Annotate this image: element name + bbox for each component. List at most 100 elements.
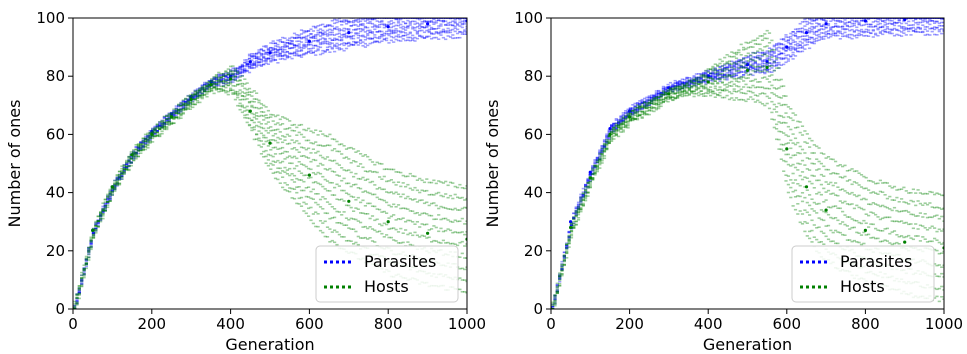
data-point	[250, 59, 254, 62]
data-point	[730, 75, 734, 78]
data-point	[186, 99, 190, 101]
data-point	[89, 240, 93, 243]
data-point	[654, 96, 658, 98]
data-point	[155, 126, 159, 128]
data-point	[143, 137, 148, 140]
data-point	[148, 132, 152, 135]
data-point	[200, 92, 204, 95]
data-point	[690, 79, 694, 81]
data-point	[117, 182, 122, 185]
data-point	[229, 83, 233, 85]
data-point	[96, 220, 100, 222]
data-point	[210, 82, 214, 85]
data-point	[198, 95, 202, 97]
data-point	[841, 21, 845, 23]
data-point	[420, 18, 424, 20]
data-point	[756, 54, 760, 57]
data-point	[342, 49, 346, 52]
data-point	[605, 135, 609, 137]
data-point	[179, 110, 183, 113]
data-point	[106, 194, 110, 197]
data-point	[212, 83, 216, 85]
data-point	[683, 78, 687, 81]
data-point	[160, 121, 164, 124]
data-point	[207, 84, 211, 86]
data-point	[80, 276, 84, 279]
data-point	[933, 26, 937, 28]
data-point	[619, 119, 623, 122]
data-point	[143, 138, 148, 140]
data-point	[84, 257, 88, 259]
data-point	[753, 71, 757, 74]
data-point	[356, 25, 360, 28]
data-point	[760, 64, 765, 67]
data-point	[77, 294, 81, 296]
data-point	[167, 123, 171, 125]
data-point	[808, 22, 812, 24]
data-point	[408, 36, 412, 39]
data-point	[817, 23, 821, 26]
data-point	[463, 223, 467, 225]
data-point	[711, 72, 715, 75]
data-point	[148, 138, 152, 140]
data-point	[221, 80, 226, 82]
data-point	[184, 103, 188, 105]
data-point	[765, 58, 769, 61]
data-point	[99, 211, 103, 214]
data-point	[198, 90, 202, 93]
data-point	[829, 20, 833, 22]
data-point	[231, 89, 235, 91]
data-point	[103, 207, 107, 210]
data-point	[434, 28, 438, 30]
data-point	[925, 33, 930, 36]
data-point	[155, 130, 159, 132]
data-point	[262, 63, 266, 66]
data-point	[404, 22, 408, 25]
data-point	[77, 291, 81, 293]
data-point	[127, 160, 131, 162]
data-point	[342, 169, 346, 171]
data-point	[321, 41, 325, 43]
data-point	[614, 125, 618, 127]
data-point	[188, 96, 192, 99]
data-point	[347, 35, 351, 38]
data-point	[713, 77, 717, 79]
data-point	[925, 18, 930, 20]
data-point	[385, 33, 389, 35]
data-point	[857, 34, 861, 37]
data-point	[356, 28, 360, 30]
data-point	[805, 41, 809, 43]
data-point	[184, 98, 188, 100]
data-point	[791, 39, 795, 41]
data-point	[347, 29, 351, 31]
data-point	[240, 104, 244, 107]
data-point	[217, 81, 221, 83]
data-point	[737, 60, 741, 62]
data-point	[193, 93, 197, 96]
data-point	[245, 62, 249, 65]
data-point	[122, 168, 126, 171]
data-point	[273, 129, 278, 131]
data-point	[271, 146, 275, 149]
data-point	[928, 27, 932, 30]
data-point	[172, 112, 176, 114]
data-point	[406, 219, 410, 222]
data-point	[177, 104, 181, 107]
data-point	[148, 130, 152, 132]
data-point	[113, 188, 117, 191]
data-point	[273, 54, 278, 56]
data-point	[558, 273, 562, 275]
data-point	[380, 211, 384, 213]
data-point	[266, 54, 270, 56]
data-point	[680, 85, 684, 88]
data-point	[207, 85, 211, 88]
data-point	[84, 262, 88, 264]
data-point	[588, 174, 592, 176]
data-point	[290, 124, 294, 126]
data-point	[120, 167, 124, 170]
data-point	[610, 128, 614, 130]
data-point	[285, 55, 289, 57]
data-point	[117, 173, 122, 176]
data-point	[427, 229, 431, 231]
data-point	[591, 171, 595, 173]
